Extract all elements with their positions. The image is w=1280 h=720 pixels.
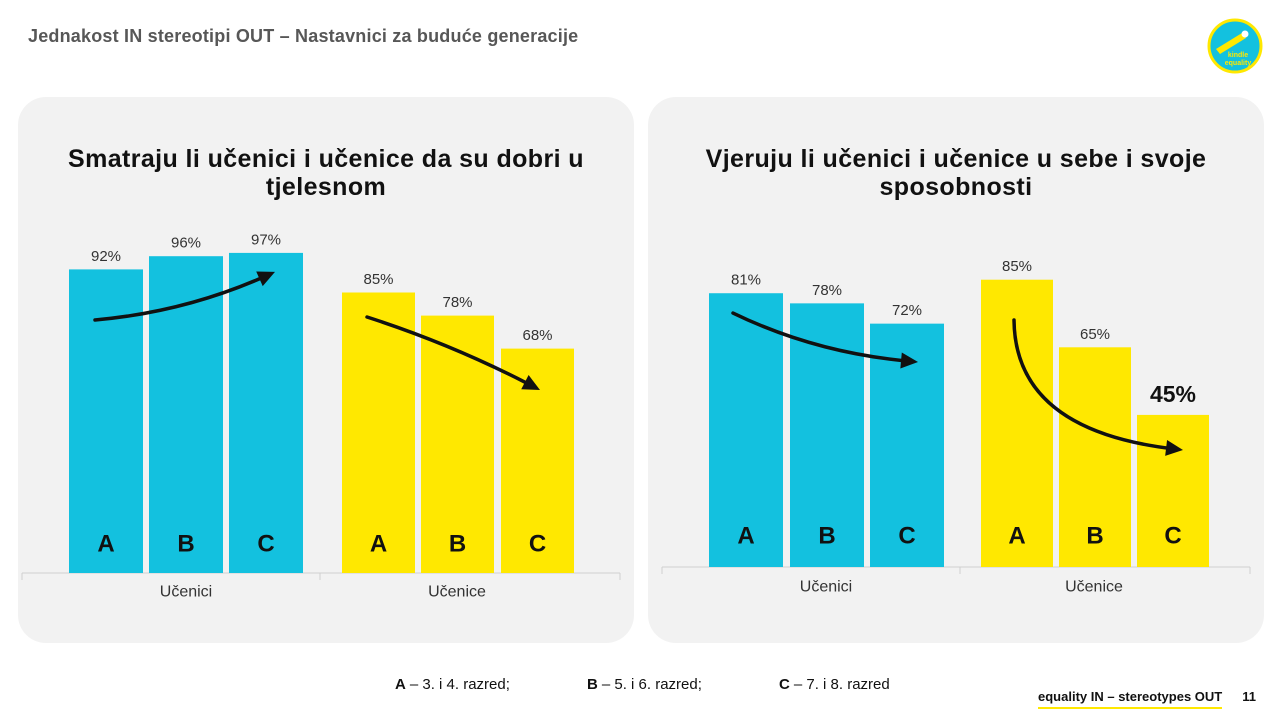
arrow-shaft	[365, 315, 533, 388]
arrow-head	[1165, 440, 1183, 456]
value-label-ucenici-c: 72%	[892, 302, 922, 319]
value-label-ucenice-a: 85%	[1002, 258, 1032, 275]
bar-ucenice-b	[1059, 347, 1131, 567]
bar-letter-label-ucenici-b: B	[177, 531, 194, 558]
bar-letter-label-ucenici-c: C	[898, 523, 915, 550]
value-label-ucenici-a: 81%	[731, 272, 761, 289]
value-label-ucenice-b: 78%	[442, 294, 472, 311]
bar-letter-label-ucenici-a: A	[97, 531, 114, 558]
chart-panel-right: Vjeruju li učenici i učenice u sebe i sv…	[648, 97, 1264, 643]
bar-letter-label-ucenici-c: C	[257, 531, 274, 558]
legend-key: C	[779, 676, 790, 693]
trend-down-arrow-icon	[365, 315, 540, 390]
logo-spark-dot	[1241, 30, 1249, 38]
chart-title: Vjeruju li učenici i učenice u sebe i sv…	[705, 145, 1207, 201]
logo-beam-shape	[1216, 33, 1246, 54]
legend-text: – 7. i 8. razred	[793, 676, 890, 693]
bar-ucenice-a	[342, 292, 415, 573]
kindle-equality-logo-icon: kindle equality	[1207, 18, 1263, 74]
bar-letter-label-ucenice-a: A	[1008, 523, 1025, 550]
legend-item-b: B – 5. i 6. razred;	[587, 676, 702, 694]
bar-ucenici-c	[229, 252, 303, 573]
trend-down-arrow-icon	[1012, 318, 1183, 456]
value-label-ucenice-c: 68%	[522, 327, 552, 344]
category-label-ucenici: Učenici	[160, 584, 212, 601]
bar-letter-label-ucenice-b: B	[1086, 523, 1103, 550]
arrow-shaft	[1012, 318, 1175, 451]
bar-letter-label-ucenice-c: C	[1164, 523, 1181, 550]
logo-graphic: kindle equality	[1207, 18, 1263, 74]
value-label-ucenice-a: 85%	[363, 271, 393, 288]
value-label-ucenice-b: 65%	[1080, 326, 1110, 343]
value-label-ucenici-b: 78%	[812, 282, 842, 299]
bar-chart-self-belief: 81% A 78% B 72% C Učenici 85% A 65% B 45% C Učenice	[661, 258, 1251, 596]
legend-item-c: C – 7. i 8. razred	[779, 676, 890, 694]
chart-panel-left: Smatraju li učenici i učenice da su dobr…	[18, 97, 634, 643]
chart-title: Smatraju li učenici i učenice da su dobr…	[68, 145, 584, 201]
arrow-head	[900, 352, 918, 369]
slide-footer: equality IN – stereotypes OUT 11	[1038, 688, 1256, 709]
bar-ucenice-c	[501, 348, 574, 573]
bar-letter-label-ucenici-b: B	[818, 523, 835, 550]
legend-item-a: A – 3. i 4. razred;	[395, 676, 510, 694]
bar-ucenici-a	[709, 293, 783, 567]
category-label-ucenice: Učenice	[1065, 579, 1123, 596]
arrow-head	[256, 271, 275, 287]
slide-title: Jednakost IN stereotipi OUT – Nastavnici…	[28, 26, 579, 46]
bar-letter-label-ucenice-a: A	[370, 531, 387, 558]
legend-key: B	[587, 676, 598, 693]
arrow-shaft	[731, 311, 910, 363]
trend-up-arrow-icon	[93, 271, 275, 322]
legend-text: – 3. i 4. razred;	[409, 676, 510, 693]
bar-ucenice-a	[981, 279, 1053, 567]
trend-down-arrow-icon	[731, 311, 918, 369]
bar-chart-physical-education: 92% A 96% B 97% C Učenici 85% A 78% B 68% C Učenice	[21, 231, 621, 601]
arrow-head	[521, 375, 540, 390]
bar-letter-label-ucenice-c: C	[529, 531, 546, 558]
category-label-ucenice: Učenice	[428, 584, 486, 601]
arrow-shaft	[93, 274, 268, 322]
bar-ucenice-c	[1137, 414, 1209, 567]
logo-text-line1: kindle	[1228, 52, 1248, 59]
bar-letter-label-ucenici-a: A	[737, 523, 754, 550]
category-label-ucenici: Učenici	[800, 579, 852, 596]
bar-ucenice-b	[421, 315, 494, 573]
footer-brand: equality IN – stereotypes OUT	[1038, 688, 1223, 709]
page-number: 11	[1242, 689, 1256, 704]
logo-text-line2: equality	[1225, 60, 1252, 67]
legend-key: A	[395, 676, 406, 693]
value-label-ucenici-c: 97%	[251, 231, 281, 248]
value-label-ucenici-a: 92%	[91, 248, 121, 265]
legend-text: – 5. i 6. razred;	[601, 676, 702, 693]
value-label-ucenice-c: 45%	[1150, 381, 1196, 407]
value-label-ucenici-b: 96%	[171, 235, 201, 252]
bar-letter-label-ucenice-b: B	[449, 531, 466, 558]
